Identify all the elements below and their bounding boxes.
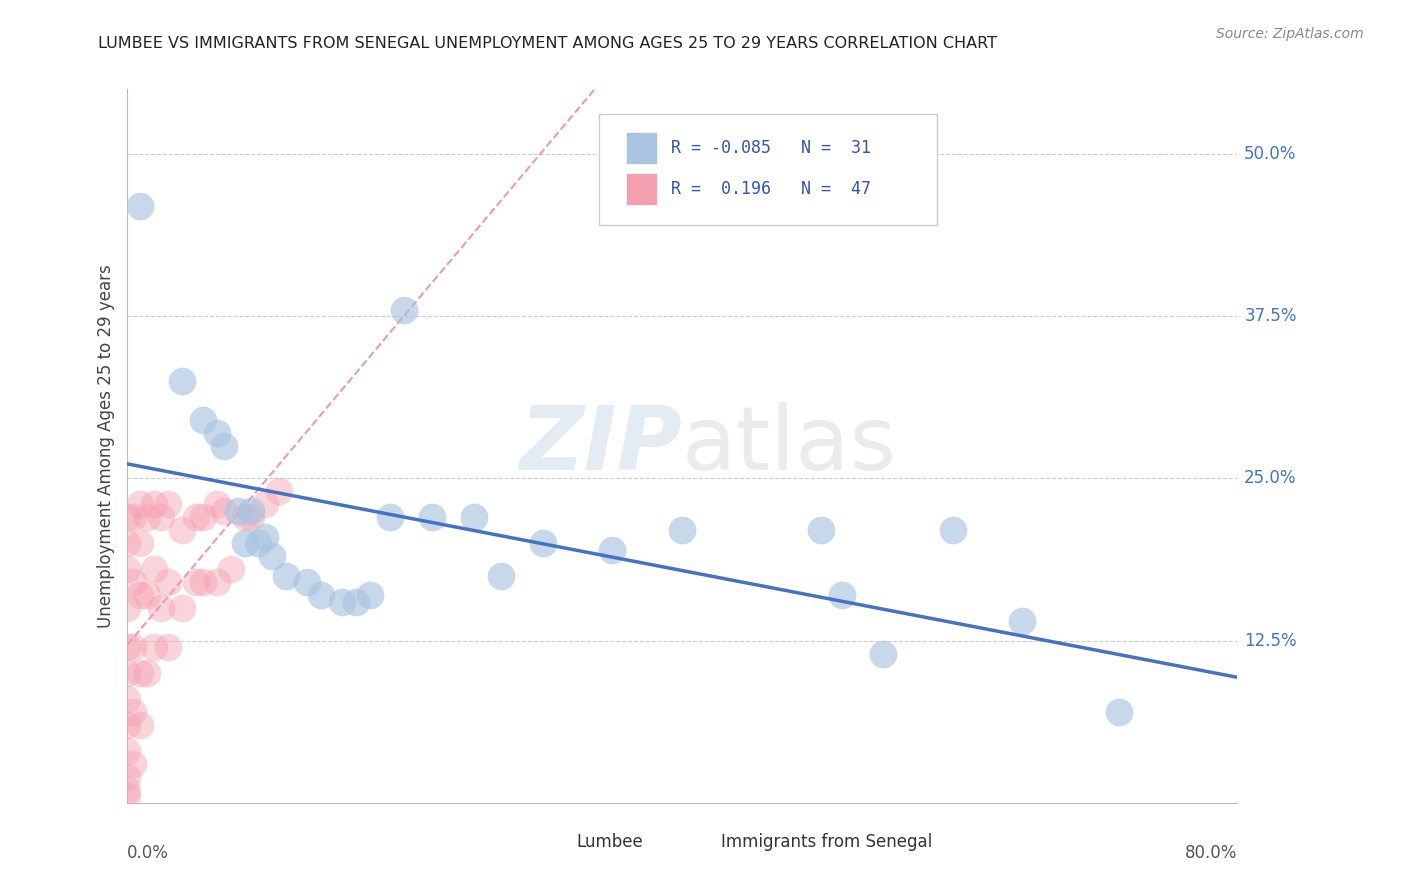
Point (240, 510, 263, 524)
Point (143, 497, 166, 511)
FancyBboxPatch shape (627, 173, 658, 205)
Point (122, 756, 145, 771)
Text: 37.5%: 37.5% (1244, 307, 1296, 326)
Point (115, 640, 138, 654)
Point (129, 536, 152, 550)
Point (380, 510, 402, 524)
Point (240, 504, 263, 518)
Text: R = -0.085   N =  31: R = -0.085 N = 31 (671, 139, 870, 157)
Point (226, 504, 249, 518)
Point (212, 439, 235, 453)
Point (115, 782, 138, 797)
Point (150, 510, 173, 524)
Point (150, 601, 173, 615)
Point (115, 692, 138, 706)
Text: 80.0%: 80.0% (1185, 845, 1237, 863)
Text: LUMBEE VS IMMIGRANTS FROM SENEGAL UNEMPLOYMENT AMONG AGES 25 TO 29 YEARS CORRELA: LUMBEE VS IMMIGRANTS FROM SENEGAL UNEMPL… (98, 36, 997, 51)
Point (463, 510, 485, 524)
Point (191, 510, 214, 524)
Point (344, 595, 367, 609)
Point (115, 770, 138, 784)
Point (115, 744, 138, 758)
Point (219, 562, 242, 576)
FancyBboxPatch shape (537, 828, 565, 856)
Point (295, 575, 318, 590)
Point (191, 575, 214, 590)
Point (172, 601, 194, 615)
Point (184, 510, 207, 524)
Point (205, 575, 228, 590)
Point (191, 413, 214, 427)
Point (122, 705, 145, 719)
Point (531, 536, 554, 550)
Point (276, 568, 298, 582)
Point (831, 588, 853, 602)
Point (122, 640, 145, 654)
Point (115, 601, 138, 615)
Point (129, 199, 152, 213)
Point (233, 536, 256, 550)
Y-axis label: Unemployment Among Ages 25 to 29 years: Unemployment Among Ages 25 to 29 years (97, 264, 115, 628)
Point (205, 497, 228, 511)
Point (115, 536, 138, 550)
Text: 50.0%: 50.0% (1244, 145, 1296, 163)
Point (269, 484, 291, 499)
FancyBboxPatch shape (682, 828, 710, 856)
Point (233, 510, 256, 524)
Point (184, 575, 207, 590)
Point (157, 640, 180, 654)
Text: ZIP: ZIP (519, 402, 682, 490)
Point (212, 504, 235, 518)
FancyBboxPatch shape (627, 132, 658, 164)
Point (129, 718, 152, 732)
Point (330, 595, 353, 609)
Text: atlas: atlas (682, 402, 897, 490)
Point (136, 510, 159, 524)
Point (136, 588, 159, 602)
Point (122, 575, 145, 590)
Text: R =  0.196   N =  47: R = 0.196 N = 47 (671, 180, 870, 198)
Text: 12.5%: 12.5% (1244, 632, 1296, 649)
Point (115, 562, 138, 576)
Point (115, 666, 138, 681)
Point (420, 510, 443, 524)
Point (143, 562, 166, 576)
Point (205, 425, 228, 440)
Point (254, 497, 277, 511)
Point (1011, 614, 1033, 628)
Point (1108, 705, 1130, 719)
Text: Lumbee: Lumbee (576, 833, 643, 851)
Point (671, 524, 693, 538)
Text: Source: ZipAtlas.com: Source: ZipAtlas.com (1216, 27, 1364, 41)
Point (157, 575, 180, 590)
Point (129, 497, 152, 511)
Point (129, 666, 152, 681)
Point (136, 666, 159, 681)
Point (115, 510, 138, 524)
Point (157, 497, 180, 511)
Point (262, 549, 284, 564)
Point (810, 524, 832, 538)
Point (115, 718, 138, 732)
Text: Immigrants from Senegal: Immigrants from Senegal (721, 833, 932, 851)
Point (172, 524, 194, 538)
Point (309, 588, 332, 602)
Point (172, 374, 194, 388)
Point (143, 640, 166, 654)
Point (247, 536, 270, 550)
Point (254, 530, 277, 544)
Point (394, 302, 416, 317)
Point (491, 568, 513, 582)
Point (359, 588, 381, 602)
Point (129, 588, 152, 602)
Text: 0.0%: 0.0% (127, 845, 169, 863)
Point (115, 789, 138, 804)
Text: 25.0%: 25.0% (1244, 469, 1296, 487)
Point (942, 524, 965, 538)
Point (872, 647, 894, 661)
Point (602, 542, 624, 557)
Point (122, 510, 145, 524)
FancyBboxPatch shape (599, 114, 938, 225)
